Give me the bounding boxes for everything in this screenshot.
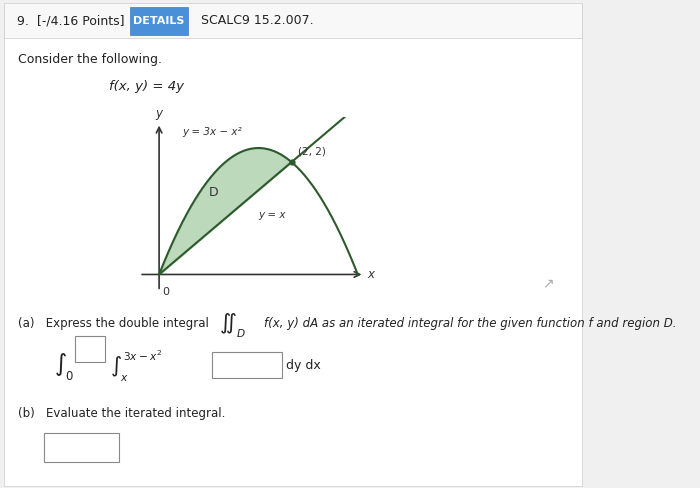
Text: (a)   Express the double integral: (a) Express the double integral <box>18 317 209 329</box>
Text: f(x, y) dA as an iterated integral for the given function f and region D.: f(x, y) dA as an iterated integral for t… <box>264 317 676 329</box>
FancyBboxPatch shape <box>4 4 582 486</box>
Text: (b)   Evaluate the iterated integral.: (b) Evaluate the iterated integral. <box>18 407 226 420</box>
FancyBboxPatch shape <box>44 433 119 462</box>
Text: 0: 0 <box>162 287 169 297</box>
Text: y: y <box>155 107 162 120</box>
FancyBboxPatch shape <box>212 352 282 378</box>
Text: $\int_x^{3x-x^2}$: $\int_x^{3x-x^2}$ <box>111 348 162 384</box>
Text: ↗: ↗ <box>542 276 554 290</box>
Text: SCALC9 15.2.007.: SCALC9 15.2.007. <box>201 15 314 27</box>
Text: dy dx: dy dx <box>286 360 321 372</box>
Text: y = 3x − x²: y = 3x − x² <box>182 127 242 137</box>
Text: (2, 2): (2, 2) <box>298 146 326 157</box>
FancyBboxPatch shape <box>130 7 188 35</box>
Text: $\iint_D$: $\iint_D$ <box>219 312 246 340</box>
FancyBboxPatch shape <box>4 3 582 38</box>
FancyBboxPatch shape <box>76 336 106 362</box>
Text: $\int_0$: $\int_0$ <box>55 350 75 382</box>
Text: DETAILS: DETAILS <box>133 16 185 26</box>
Text: $\circledast$: $\circledast$ <box>359 287 369 299</box>
Text: x: x <box>368 268 374 281</box>
Text: f(x, y) = 4y: f(x, y) = 4y <box>108 80 184 93</box>
Text: Consider the following.: Consider the following. <box>18 54 162 66</box>
Text: 9.  [-/4.16 Points]: 9. [-/4.16 Points] <box>17 15 124 27</box>
Text: D: D <box>209 186 218 200</box>
Text: y = x: y = x <box>258 210 286 220</box>
